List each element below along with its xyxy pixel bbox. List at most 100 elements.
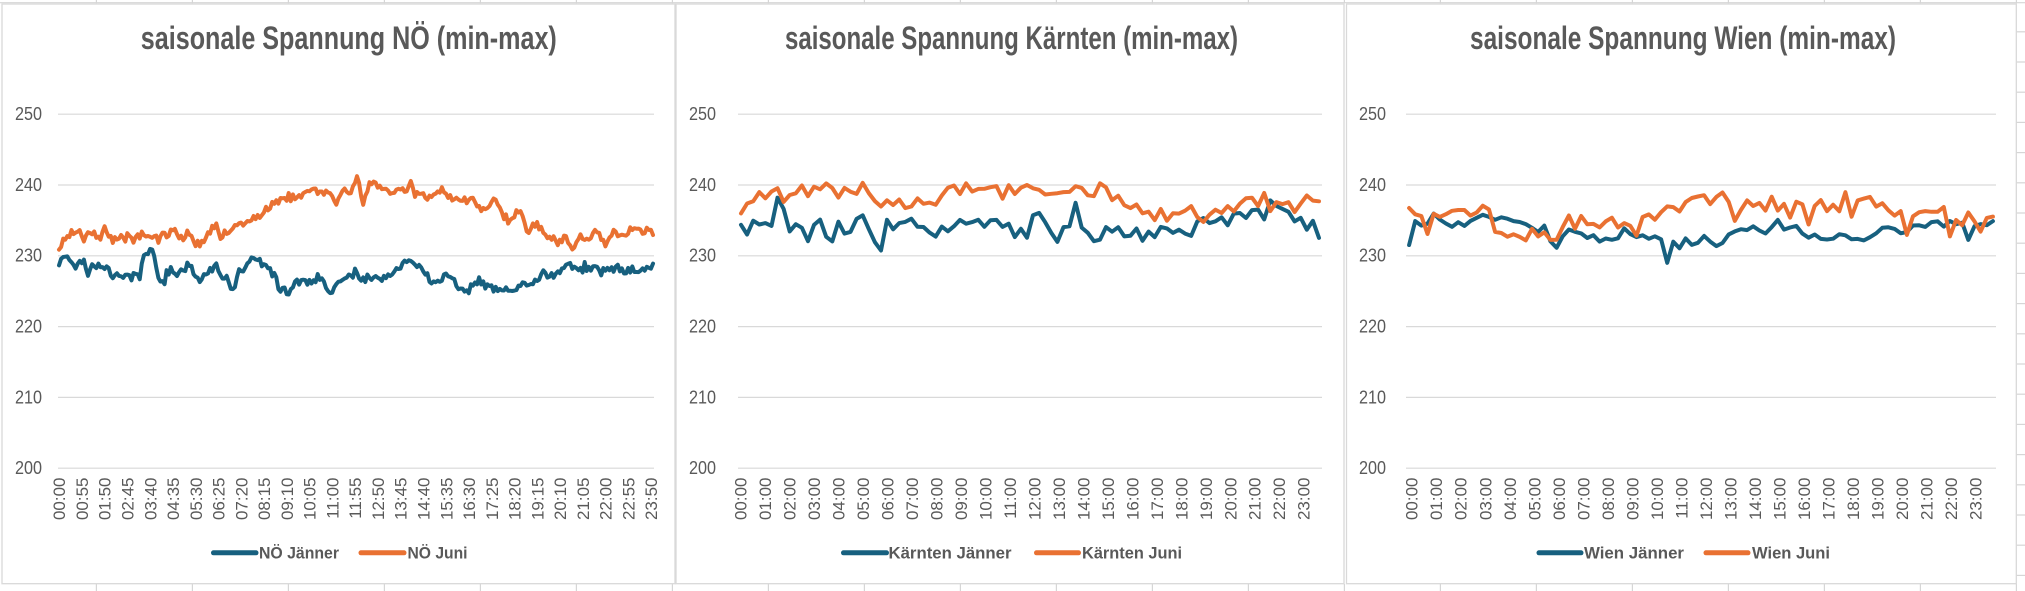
svg-text:220: 220 [689,316,716,337]
svg-text:04:35: 04:35 [164,478,183,521]
svg-text:09:10: 09:10 [278,478,297,521]
svg-text:200: 200 [15,457,42,478]
svg-text:03:00: 03:00 [805,478,824,521]
svg-text:13:45: 13:45 [392,478,411,521]
svg-text:10:05: 10:05 [301,478,320,521]
svg-text:23:00: 23:00 [1295,478,1314,521]
svg-text:20:00: 20:00 [1893,478,1912,521]
svg-text:14:00: 14:00 [1746,478,1765,521]
svg-text:NÖ Jänner: NÖ Jänner [259,544,340,563]
svg-text:08:00: 08:00 [1599,478,1618,521]
svg-text:09:00: 09:00 [952,478,971,521]
svg-text:08:15: 08:15 [255,478,274,521]
svg-text:16:30: 16:30 [460,478,479,521]
svg-text:21:05: 21:05 [574,478,593,521]
svg-text:22:00: 22:00 [1270,478,1289,521]
svg-text:11:00: 11:00 [1001,478,1020,519]
svg-text:15:35: 15:35 [437,478,456,521]
svg-text:17:25: 17:25 [483,478,502,521]
svg-text:Wien Juni: Wien Juni [1752,545,1830,563]
svg-text:21:00: 21:00 [1918,478,1937,521]
svg-text:14:40: 14:40 [415,478,434,521]
svg-text:18:20: 18:20 [506,478,525,521]
svg-text:saisonale Spannung Wien (min-m: saisonale Spannung Wien (min-max) [1470,20,1896,56]
svg-text:saisonale Spannung Kärnten (mi: saisonale Spannung Kärnten (min-max) [785,20,1238,56]
svg-text:Kärnten Juni: Kärnten Juni [1082,545,1182,563]
svg-text:01:50: 01:50 [96,478,115,521]
svg-text:01:00: 01:00 [1427,478,1446,521]
svg-text:21:00: 21:00 [1246,478,1265,521]
svg-text:23:50: 23:50 [642,478,661,521]
svg-text:13:00: 13:00 [1050,478,1069,521]
svg-text:09:00: 09:00 [1623,478,1642,521]
svg-text:11:00: 11:00 [323,478,342,519]
svg-text:200: 200 [1359,457,1386,478]
svg-text:12:00: 12:00 [1697,478,1716,521]
svg-text:12:50: 12:50 [369,478,388,521]
svg-text:220: 220 [15,316,42,337]
svg-text:240: 240 [15,174,42,195]
svg-text:Kärnten Jänner: Kärnten Jänner [889,545,1013,563]
svg-text:01:00: 01:00 [756,478,775,521]
svg-text:230: 230 [689,245,716,266]
svg-text:14:00: 14:00 [1074,478,1093,521]
svg-text:210: 210 [1359,386,1386,407]
svg-text:07:00: 07:00 [903,478,922,521]
svg-text:23:00: 23:00 [1967,478,1986,521]
svg-text:240: 240 [1359,174,1386,195]
svg-text:06:00: 06:00 [879,478,898,521]
svg-text:22:00: 22:00 [597,478,616,521]
svg-text:210: 210 [689,386,716,407]
svg-text:20:10: 20:10 [551,478,570,521]
svg-text:05:30: 05:30 [187,478,206,521]
svg-text:20:00: 20:00 [1221,478,1240,521]
svg-text:02:45: 02:45 [119,478,138,521]
svg-text:00:55: 00:55 [73,478,92,521]
svg-text:220: 220 [1359,316,1386,337]
svg-text:250: 250 [689,103,716,124]
svg-text:00:00: 00:00 [50,478,69,521]
svg-text:19:15: 19:15 [528,478,547,521]
svg-text:saisonale Spannung NÖ (min-max: saisonale Spannung NÖ (min-max) [141,20,557,56]
svg-text:06:25: 06:25 [210,478,229,521]
svg-text:22:00: 22:00 [1942,478,1961,521]
svg-text:12:00: 12:00 [1025,478,1044,521]
svg-text:15:00: 15:00 [1099,478,1118,521]
svg-text:250: 250 [15,103,42,124]
svg-text:11:55: 11:55 [346,478,365,519]
svg-text:17:00: 17:00 [1820,478,1839,521]
svg-text:250: 250 [1359,103,1386,124]
svg-text:15:00: 15:00 [1771,478,1790,521]
svg-text:00:00: 00:00 [732,478,751,521]
svg-text:19:00: 19:00 [1869,478,1888,521]
svg-text:240: 240 [689,174,716,195]
svg-text:08:00: 08:00 [928,478,947,521]
svg-text:10:00: 10:00 [977,478,996,521]
svg-text:11:00: 11:00 [1672,478,1691,519]
svg-text:06:00: 06:00 [1550,478,1569,521]
svg-text:10:00: 10:00 [1648,478,1667,521]
svg-text:03:40: 03:40 [141,478,160,521]
svg-text:07:00: 07:00 [1574,478,1593,521]
svg-text:16:00: 16:00 [1795,478,1814,521]
svg-text:Wien Jänner: Wien Jänner [1584,545,1685,563]
svg-text:04:00: 04:00 [1501,478,1520,521]
svg-text:17:00: 17:00 [1148,478,1167,521]
svg-text:02:00: 02:00 [781,478,800,521]
svg-text:230: 230 [1359,245,1386,266]
svg-text:NÖ Juni: NÖ Juni [408,544,468,563]
svg-text:13:00: 13:00 [1722,478,1741,521]
svg-text:04:00: 04:00 [830,478,849,521]
svg-text:16:00: 16:00 [1123,478,1142,521]
svg-text:00:00: 00:00 [1403,478,1422,521]
svg-text:05:00: 05:00 [1525,478,1544,521]
svg-text:200: 200 [689,457,716,478]
svg-text:22:55: 22:55 [619,478,638,521]
svg-text:19:00: 19:00 [1197,478,1216,521]
svg-text:210: 210 [15,386,42,407]
svg-text:18:00: 18:00 [1844,478,1863,521]
svg-text:07:20: 07:20 [232,478,251,521]
svg-text:230: 230 [15,245,42,266]
svg-text:05:00: 05:00 [854,478,873,521]
svg-text:18:00: 18:00 [1172,478,1191,521]
